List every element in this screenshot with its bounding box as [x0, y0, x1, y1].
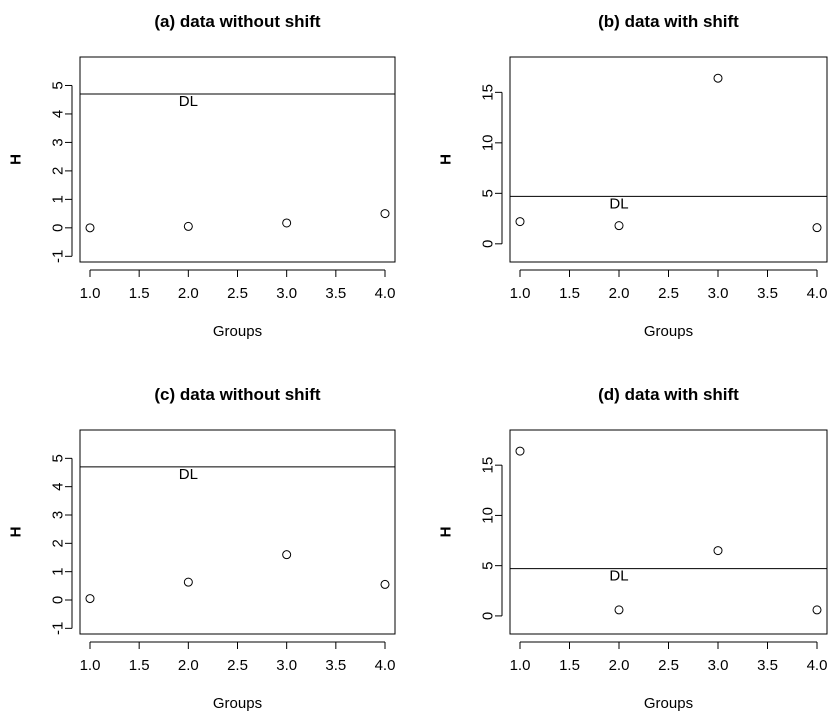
data-point: [812, 223, 822, 233]
x-tick-label: 4.0: [807, 285, 828, 302]
data-point: [812, 605, 822, 615]
y-tick-label: 5: [50, 454, 67, 462]
x-tick-label: 2.5: [227, 285, 248, 302]
x-tick-label: 1.0: [510, 285, 531, 302]
x-axis-label: Groups: [213, 695, 262, 712]
dl-label: DL: [179, 93, 198, 110]
x-tick-label: 2.0: [609, 285, 630, 302]
y-tick-label: 4: [50, 482, 67, 490]
y-tick-label: -1: [50, 250, 67, 263]
x-tick-label: 1.5: [129, 285, 150, 302]
y-axis-label: H: [8, 154, 25, 165]
x-tick-label: 4.0: [807, 657, 828, 674]
x-tick-label: 2.5: [658, 657, 679, 674]
y-tick-label: 5: [480, 561, 497, 569]
y-tick-label: 10: [480, 134, 497, 151]
data-point: [85, 594, 95, 604]
chart-title: (a) data without shift: [154, 12, 321, 31]
x-tick-label: 2.0: [178, 285, 199, 302]
chart-panel-3: (d) data with shift 1.0 1.5 2.0 2.5 3.0 3.5 4.0…: [438, 385, 828, 712]
x-tick-label: 1.0: [510, 657, 531, 674]
x-tick-label: 3.0: [708, 285, 729, 302]
chart-title: (b) data with shift: [598, 12, 739, 31]
chart-title: (c) data without shift: [154, 385, 321, 404]
x-tick-label: 1.0: [80, 657, 101, 674]
y-tick-label: 5: [480, 189, 497, 197]
x-axis-label: Groups: [644, 323, 693, 340]
y-tick-label: 10: [480, 507, 497, 524]
plot-box: [79, 56, 396, 263]
data-point: [713, 546, 723, 556]
x-tick-label: 3.0: [708, 657, 729, 674]
x-tick-label: 2.5: [227, 657, 248, 674]
y-tick-label: 15: [480, 84, 497, 101]
x-tick-label: 1.5: [559, 285, 580, 302]
y-tick-label: 0: [480, 612, 497, 620]
y-tick-label: 3: [50, 138, 67, 146]
x-tick-label: 3.0: [276, 657, 297, 674]
data-point: [85, 223, 95, 233]
y-tick-label: 0: [50, 596, 67, 604]
data-point: [614, 605, 624, 615]
chart-panel-0: (a) data without shift 1.0 1.5 2.0 2.5 3.0 3.5…: [8, 12, 396, 340]
y-tick-label: 2: [50, 539, 67, 547]
data-point: [614, 221, 624, 231]
x-tick-label: 4.0: [375, 657, 396, 674]
y-tick-label: 0: [480, 240, 497, 248]
dl-label: DL: [179, 466, 198, 483]
y-tick-label: 3: [50, 511, 67, 519]
plot-box: [79, 429, 396, 635]
x-axis-label: Groups: [644, 695, 693, 712]
dl-label: DL: [609, 195, 628, 212]
x-tick-label: 1.5: [559, 657, 580, 674]
x-tick-label: 1.5: [129, 657, 150, 674]
y-tick-label: 2: [50, 167, 67, 175]
x-tick-label: 3.5: [325, 657, 346, 674]
x-tick-label: 3.5: [757, 285, 778, 302]
data-point: [282, 218, 292, 228]
data-point: [282, 550, 292, 560]
y-tick-label: 4: [50, 110, 67, 118]
plot-box: [509, 429, 828, 635]
x-tick-label: 3.5: [757, 657, 778, 674]
x-tick-label: 2.0: [609, 657, 630, 674]
x-tick-label: 1.0: [80, 285, 101, 302]
data-point: [515, 446, 525, 456]
y-axis-label: H: [438, 527, 455, 538]
y-tick-label: 1: [50, 195, 67, 203]
y-tick-label: 1: [50, 567, 67, 575]
x-axis-label: Groups: [213, 323, 262, 340]
data-point: [515, 217, 525, 227]
y-tick-label: -1: [50, 622, 67, 635]
x-tick-label: 3.0: [276, 285, 297, 302]
y-tick-label: 15: [480, 457, 497, 474]
x-tick-label: 2.0: [178, 657, 199, 674]
dl-label: DL: [609, 568, 628, 585]
data-point: [713, 73, 723, 83]
y-axis-label: H: [438, 154, 455, 165]
chart-title: (d) data with shift: [598, 385, 739, 404]
x-tick-label: 3.5: [325, 285, 346, 302]
data-point: [380, 209, 390, 219]
x-tick-label: 2.5: [658, 285, 679, 302]
y-axis-label: H: [8, 527, 25, 538]
chart-panel-2: (c) data without shift 1.0 1.5 2.0 2.5 3.0 3.5…: [8, 385, 396, 712]
data-point: [183, 221, 193, 231]
y-tick-label: 0: [50, 224, 67, 232]
chart-panel-1: (b) data with shift 1.0 1.5 2.0 2.5 3.0 3.5 4.0…: [438, 12, 828, 340]
y-tick-label: 5: [50, 81, 67, 89]
data-point: [380, 579, 390, 589]
plot-box: [509, 56, 828, 263]
x-tick-label: 4.0: [375, 285, 396, 302]
data-point: [183, 577, 193, 587]
